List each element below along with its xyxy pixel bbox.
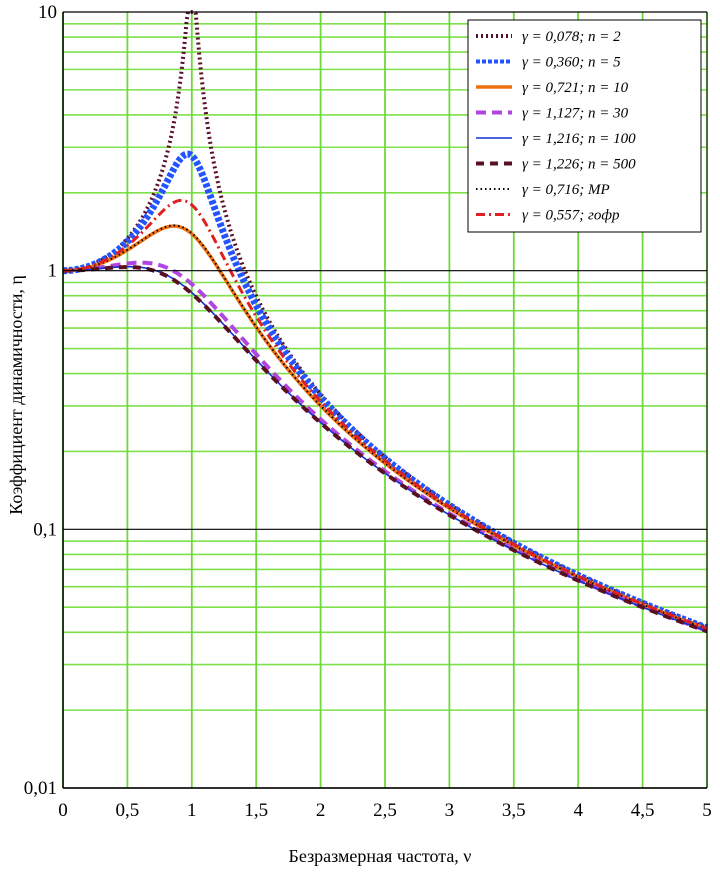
- x-tick-label: 2,5: [373, 800, 397, 821]
- legend-label-1: γ = 0,078; n = 2: [522, 29, 621, 45]
- x-tick-label: 4,5: [631, 800, 655, 821]
- x-tick-label: 4: [573, 800, 583, 821]
- legend-box: [467, 19, 702, 233]
- x-tick-label: 1: [187, 800, 197, 821]
- x-tick-label: 2: [316, 800, 326, 821]
- legend-label-5: γ = 1,216; n = 100: [522, 131, 636, 147]
- x-tick-label: 3,5: [502, 800, 526, 821]
- legend-label-3: γ = 0,721; n = 10: [522, 80, 629, 96]
- legend-label-4: γ = 1,127; n = 30: [522, 106, 629, 122]
- x-tick-label: 0,5: [116, 800, 140, 821]
- series-line-8: [62, 198, 708, 630]
- legend: γ = 0,078; n = 2 γ = 0,360; n = 5 γ = 0,72…: [467, 19, 702, 233]
- axes: [62, 11, 708, 789]
- y-tick-label: 10: [38, 2, 57, 23]
- y-tick-label: 0,01: [24, 778, 57, 799]
- y-tick-label: 0,1: [33, 519, 57, 540]
- legend-label-8: γ = 0,557; гофр: [522, 208, 620, 224]
- y-tick-label: 1: [48, 261, 58, 282]
- legend-label-6: γ = 1,226; n = 500: [522, 157, 636, 173]
- series-curves: [60, 10, 710, 634]
- legend-label-2: γ = 0,360; n = 5: [522, 55, 621, 71]
- series-line-6: [62, 265, 708, 634]
- x-tick-label: 3: [445, 800, 455, 821]
- x-axis-title: Безразмерная частота, ν: [289, 846, 472, 866]
- y-axis-title: Коэффициент динамичности, η: [6, 275, 26, 515]
- x-tick-label: 0: [58, 800, 68, 821]
- legend-label-7: γ = 0,716; MP: [522, 182, 610, 198]
- series-line-7: [63, 224, 708, 630]
- x-tick-label: 5: [702, 800, 712, 821]
- x-tick-label: 1,5: [244, 800, 268, 821]
- tick-labels: 0 0,5 1 1,5 2 2,5 3 3,5 4 4,5 5 10 1 0,1 0,01: [24, 2, 712, 821]
